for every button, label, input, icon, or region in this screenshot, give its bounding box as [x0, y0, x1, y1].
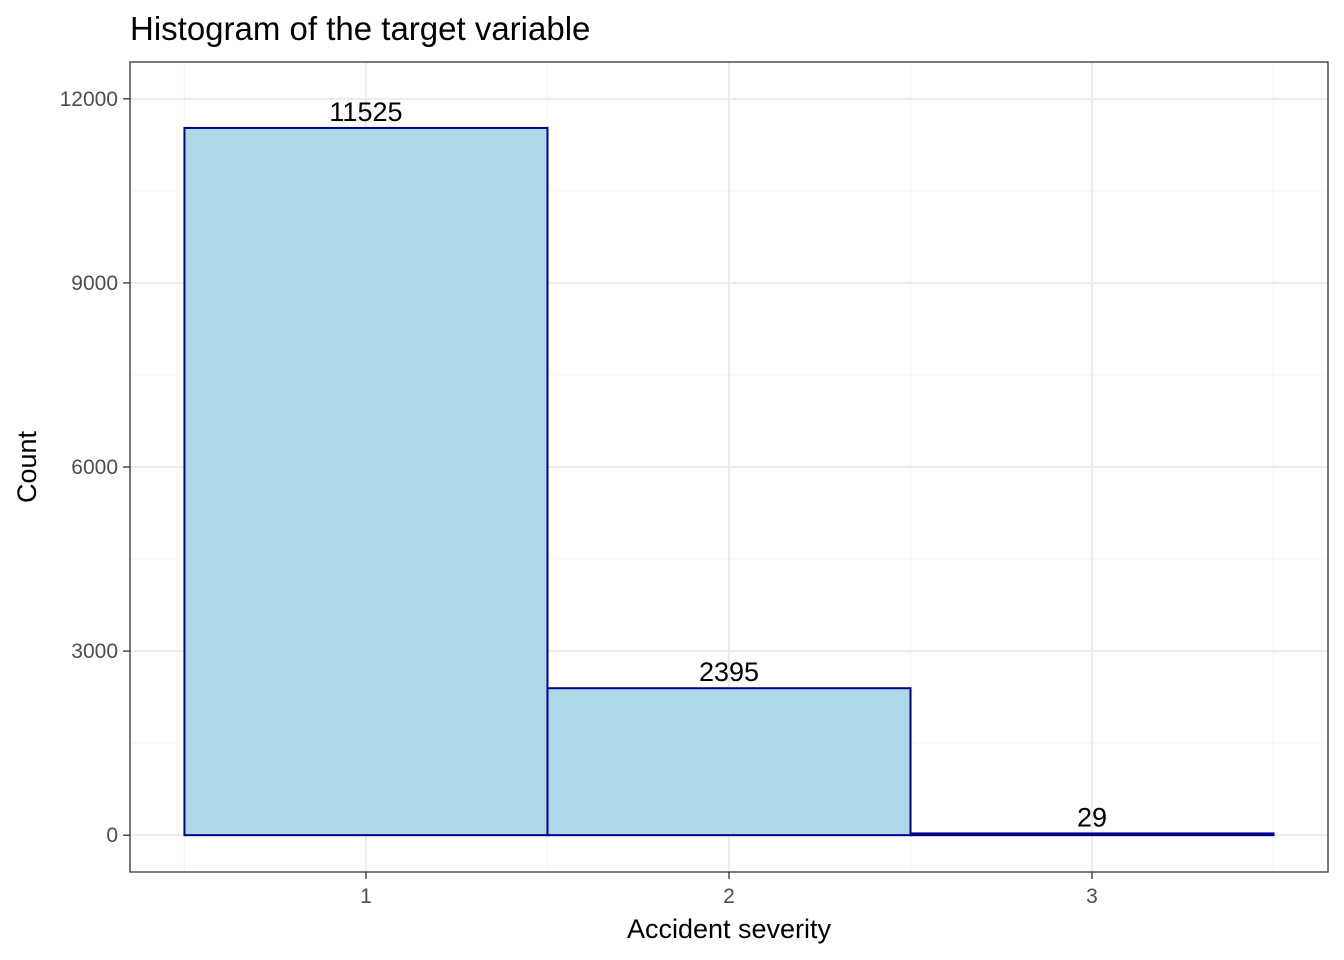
x-axis-title: Accident severity — [627, 914, 832, 944]
data-labels: 11525 2395 29 — [329, 97, 1107, 832]
bar-1 — [183, 126, 549, 837]
data-label-3: 29 — [1077, 802, 1107, 832]
bar-3 — [909, 832, 1275, 837]
axes: 0 3000 6000 9000 12000 1 2 3 — [60, 88, 1098, 908]
bars — [183, 126, 1275, 837]
x-tick-label: 3 — [1086, 885, 1098, 908]
y-axis-title: Count — [12, 430, 42, 503]
y-tick-label: 12000 — [60, 88, 118, 111]
y-tick-label: 9000 — [71, 272, 118, 295]
y-tick-label: 6000 — [71, 456, 118, 479]
x-tick-label: 2 — [723, 885, 735, 908]
chart-title: Histogram of the target variable — [130, 10, 590, 47]
y-tick-label: 3000 — [71, 640, 118, 663]
x-tick-label: 1 — [360, 885, 372, 908]
data-label-1: 11525 — [329, 97, 402, 127]
data-label-2: 2395 — [699, 657, 759, 687]
y-tick-label: 0 — [106, 824, 118, 847]
bar-2 — [546, 687, 912, 837]
